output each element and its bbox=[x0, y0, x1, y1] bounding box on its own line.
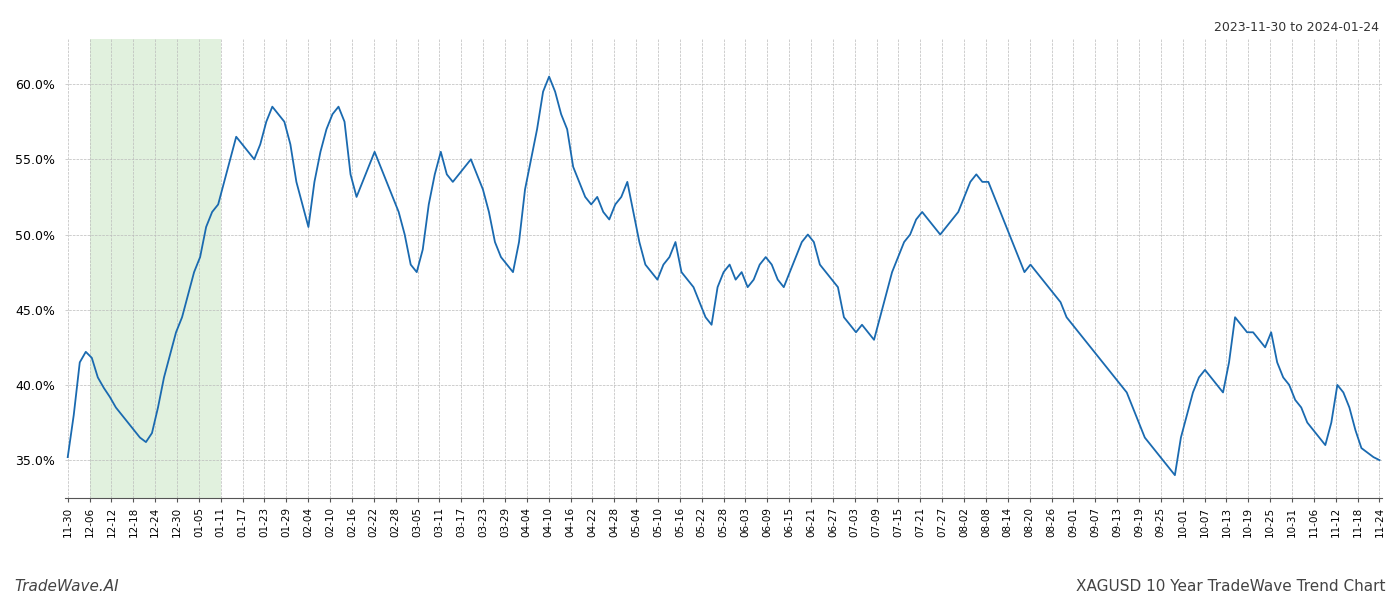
Bar bbox=[90, 39, 221, 498]
Text: XAGUSD 10 Year TradeWave Trend Chart: XAGUSD 10 Year TradeWave Trend Chart bbox=[1077, 579, 1386, 594]
Text: TradeWave.AI: TradeWave.AI bbox=[14, 579, 119, 594]
Text: 2023-11-30 to 2024-01-24: 2023-11-30 to 2024-01-24 bbox=[1214, 21, 1379, 34]
